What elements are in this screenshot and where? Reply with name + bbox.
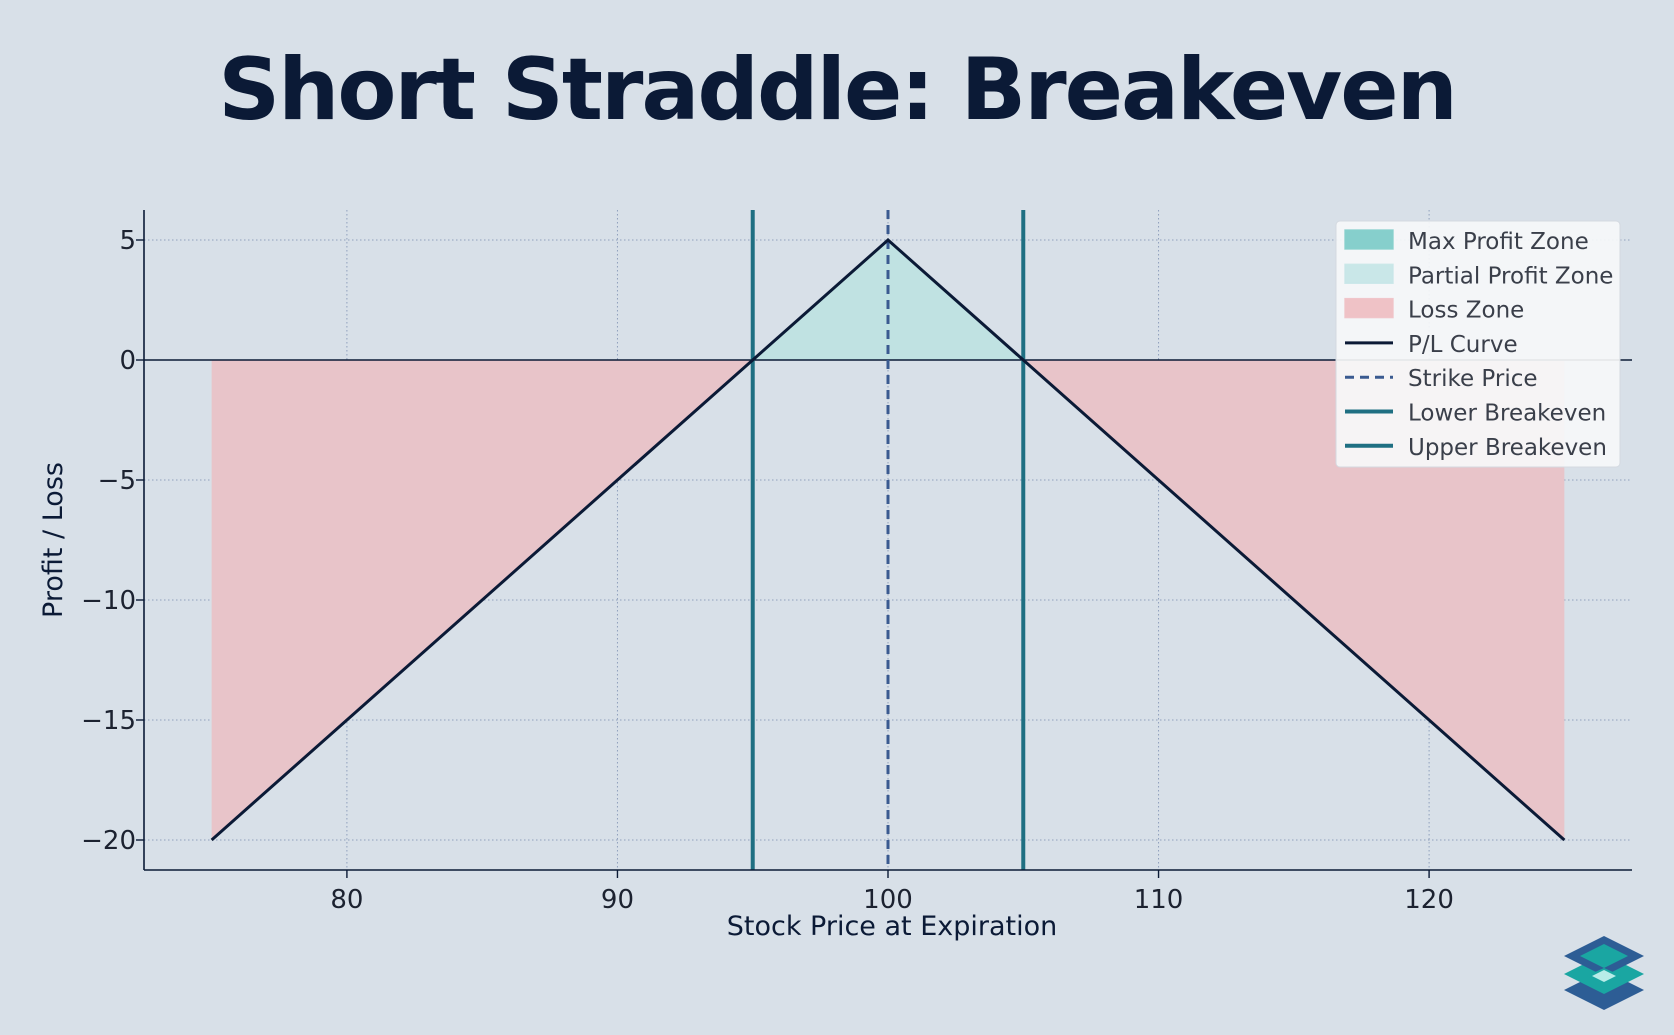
legend-swatch	[1344, 263, 1394, 284]
legend-label: Upper Breakeven	[1408, 435, 1607, 461]
legend-label: P/L Curve	[1408, 332, 1518, 358]
page-title: Short Straddle: Breakeven	[218, 40, 1458, 140]
x-tick-label: 120	[1404, 885, 1454, 915]
legend-label: Lower Breakeven	[1408, 401, 1606, 427]
legend-box	[1335, 220, 1621, 468]
x-tick-label: 100	[863, 885, 913, 915]
y-tick-label: 0	[119, 346, 136, 376]
y-tick-label: −15	[81, 706, 136, 736]
x-axis-label: Stock Price at Expiration	[727, 911, 1058, 942]
legend-label: Strike Price	[1408, 366, 1538, 392]
legend-label: Max Profit Zone	[1408, 229, 1589, 255]
y-tick-label: 5	[119, 226, 136, 256]
y-axis-label: Profit / Loss	[38, 462, 69, 618]
x-tick-label: 80	[330, 885, 363, 915]
y-tick-label: −5	[98, 466, 136, 496]
y-tick-label: −10	[81, 586, 136, 616]
x-tick-label: 90	[601, 885, 634, 915]
legend-swatch	[1344, 229, 1394, 250]
y-tick-label: −20	[81, 826, 136, 856]
pl-curve-line	[210, 237, 1566, 842]
x-tick-label: 110	[1134, 885, 1184, 915]
legend-label: Loss Zone	[1408, 298, 1524, 324]
legend-label: Partial Profit Zone	[1408, 263, 1613, 289]
legend-swatch	[1344, 297, 1394, 319]
brand-logo-icon	[1564, 936, 1644, 1010]
